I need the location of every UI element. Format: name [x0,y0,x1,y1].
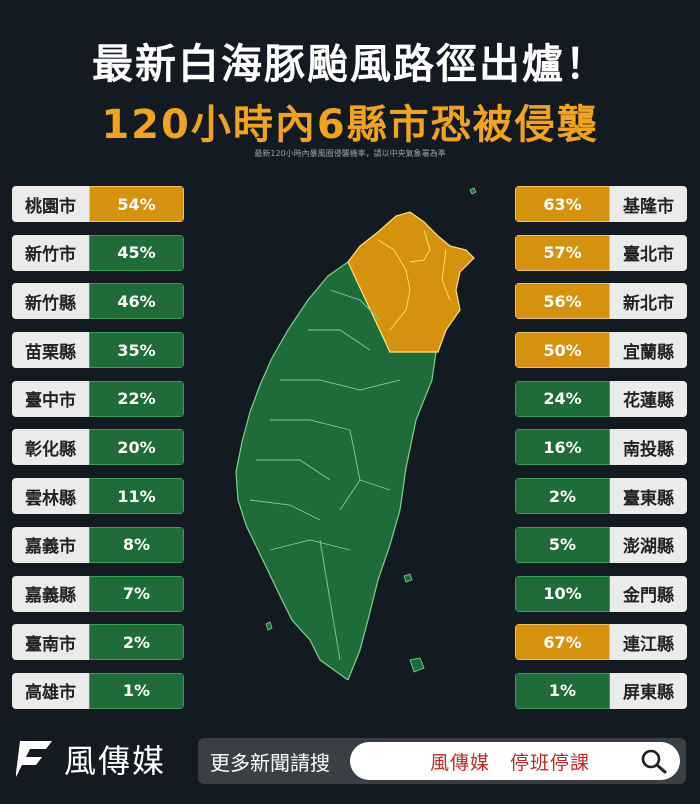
brand-logo-icon [16,741,52,777]
county-borders [249,289,401,661]
page-subtitle: 120小時內6縣市恐被侵襲 [101,102,599,148]
right-probability-list: 基隆市 63% 臺北市 57% 新北市 56% 宜蘭縣 50% 花蓮縣 24% 南投縣 16% 臺東縣 2… [515,186,687,722]
county-name: 宜蘭縣 [610,332,687,369]
county-name: 新竹縣 [12,283,89,320]
small-island [265,621,273,631]
search-icon[interactable] [640,748,668,774]
county-name: 高雄市 [12,672,89,709]
county-row: 雲林縣 11% [12,478,184,515]
county-probability: 46% [89,283,184,320]
county-probability: 67% [515,624,610,661]
county-probability: 20% [89,429,184,466]
search-input[interactable]: 風傳媒 停班停課 [350,742,680,780]
north-county-borders [377,229,451,331]
county-name: 苗栗縣 [12,332,89,369]
county-name: 彰化縣 [12,429,89,466]
county-row: 金門縣 10% [515,575,687,612]
county-row: 新竹市 45% [12,234,184,271]
county-probability: 2% [89,624,184,661]
page-title: 最新白海豚颱風路徑出爐！ [92,40,608,88]
county-probability: 45% [89,234,184,271]
taiwan-map-green-region [235,261,437,680]
county-name: 花蓮縣 [610,380,687,417]
county-probability: 56% [515,283,610,320]
county-row: 宜蘭縣 50% [515,332,687,369]
county-row: 新北市 56% [515,283,687,320]
county-name: 連江縣 [610,624,687,661]
county-name: 基隆市 [610,186,687,222]
footer-logo: 風傳媒 [12,736,166,782]
county-row: 澎湖縣 5% [515,526,687,563]
county-probability: 63% [515,186,610,222]
brand-logo-text: 風傳媒 [64,742,167,780]
county-probability: 22% [89,380,184,417]
search-label: 更多新聞請搜 [210,750,330,775]
county-row: 嘉義縣 7% [12,575,184,612]
county-name: 臺東縣 [610,478,687,515]
county-row: 南投縣 16% [515,429,687,466]
taiwan-map [235,187,477,680]
county-row: 花蓮縣 24% [515,380,687,417]
county-name: 金門縣 [610,575,687,612]
search-query: 風傳媒 停班停課 [430,751,591,774]
small-island [469,187,477,195]
county-name: 臺南市 [12,624,89,661]
county-name: 嘉義市 [12,526,89,563]
county-row: 臺東縣 2% [515,478,687,515]
county-probability: 16% [515,429,610,466]
county-row: 彰化縣 20% [12,429,184,466]
county-row: 連江縣 67% [515,624,687,661]
county-probability: 1% [515,672,610,709]
county-name: 澎湖縣 [610,526,687,563]
county-name: 雲林縣 [12,478,89,515]
county-row: 臺中市 22% [12,380,184,417]
county-probability: 5% [515,526,610,563]
county-row: 新竹縣 46% [12,283,184,320]
source-note: 最新120小時內暴風圈侵襲機率，請以中央氣象署為準 [254,149,446,158]
county-row: 嘉義市 8% [12,526,184,563]
county-row: 臺北市 57% [515,234,687,271]
county-probability: 50% [515,332,610,369]
county-row: 苗栗縣 35% [12,332,184,369]
county-probability: 7% [89,575,184,612]
county-probability: 8% [89,526,184,563]
county-name: 嘉義縣 [12,575,89,612]
county-row: 基隆市 63% [515,186,687,222]
county-row: 臺南市 2% [12,624,184,661]
county-probability: 2% [515,478,610,515]
county-probability: 35% [89,332,184,369]
county-name: 臺中市 [12,380,89,417]
county-probability: 54% [89,186,184,222]
small-island [403,573,413,583]
small-island [409,657,425,673]
county-name: 桃園市 [12,186,89,222]
county-name: 新竹市 [12,234,89,271]
county-name: 屏東縣 [610,672,687,709]
county-probability: 10% [515,575,610,612]
county-row: 桃園市 54% [12,186,184,222]
taiwan-map-yellow-region [347,211,475,353]
search-banner: 更多新聞請搜 風傳媒 停班停課 [198,738,686,784]
county-probability: 24% [515,380,610,417]
county-row: 屏東縣 1% [515,672,687,709]
county-name: 南投縣 [610,429,687,466]
county-probability: 57% [515,234,610,271]
county-probability: 11% [89,478,184,515]
left-probability-list: 桃園市 54% 新竹市 45% 新竹縣 46% 苗栗縣 35% 臺中市 22% 彰化縣 20% 雲林縣 1… [12,186,184,722]
county-probability: 1% [89,672,184,709]
county-name: 新北市 [610,283,687,320]
county-row: 高雄市 1% [12,672,184,709]
county-name: 臺北市 [610,234,687,271]
